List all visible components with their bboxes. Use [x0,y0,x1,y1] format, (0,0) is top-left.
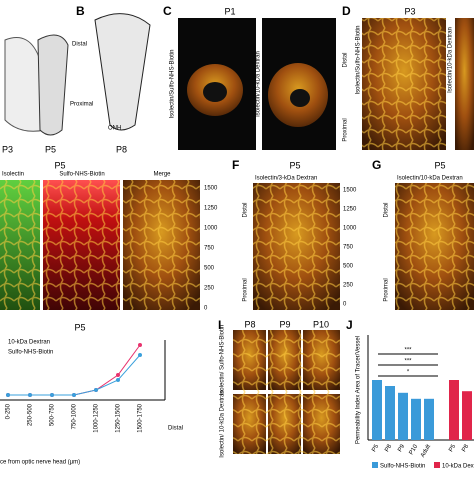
label: P8 [116,144,127,154]
stain-label: Isolectin/10-kDa Dextran [448,27,454,93]
depth-tick: 1000 [343,226,357,232]
depth-tick: 0 [343,302,347,308]
x-tick-label: P8 [461,443,470,453]
stain-label: Isolectin/ Sulfo-NHS-Biotin [220,325,226,396]
legend-label: 10-kDa Dextran [8,340,50,346]
legend-label: 10-kDa Dextran [442,464,474,470]
panel-letter: F [232,158,239,172]
label: P5 [434,160,445,170]
legend-swatch [434,462,440,468]
label: P8 [244,319,255,329]
x-tick-label: 1250-1500 [116,403,122,432]
panel-letter: D [342,4,351,18]
x-tick-label: P10 [409,443,420,456]
label: ce from optic nerve head (µm) [0,460,80,466]
depth-tick: 1250 [343,207,357,213]
depth-tick: 1500 [204,186,218,192]
point [116,373,120,377]
depth-tick: 750 [204,246,215,252]
label: Distal [72,42,87,48]
panel-letter: B [76,4,85,18]
depth-tick: 750 [343,245,354,251]
stain-label: Proximal [343,118,349,141]
label: P9 [279,319,290,329]
label: P5 [74,322,85,332]
panel-letter: G [372,158,381,172]
bar [411,398,421,440]
label: Proximal [70,102,93,108]
label: P5 [54,160,65,170]
point [6,393,10,397]
label: P1 [224,6,235,16]
stain-label: Distal [343,52,349,67]
depth-tick: 1250 [204,206,218,212]
x-tick-label: 1500-1750 [138,403,144,432]
x-tick-label: 0-250 [6,403,12,419]
label: P5 [289,160,300,170]
label: P3 [2,144,13,154]
label: P3 [404,6,415,16]
label: P10 [313,319,329,329]
label: ONH [108,126,121,132]
legend-label: Sulfo-NHS-Biotin [380,464,425,470]
point [138,353,142,357]
stain-label: Isolectin/10-kDa Dextran [256,51,262,117]
point [28,393,32,397]
x-tick-label: Adult [420,444,432,459]
point [94,388,98,392]
stain-label: Distal [384,202,390,217]
panel-letter: I [218,318,221,332]
label: Isolectin/3-kDa Dextran [255,176,317,182]
point [50,393,54,397]
depth-tick: 1500 [343,188,357,194]
panel-letter: C [163,4,172,18]
x-tick-label: 500-750 [50,403,56,426]
label: P5 [45,144,56,154]
stain-label: Isolectin/Sulfo-NHS-Biotin [356,25,362,94]
point [138,343,142,347]
stain-label: Distal [243,202,249,217]
label: Sulfo-NHS-Biotin [59,172,104,178]
label: *** [404,359,412,365]
point [116,378,120,382]
stain-label: Proximal [384,278,390,301]
x-tick-label: 250-500 [28,403,34,426]
bar [372,380,382,440]
depth-tick: 500 [204,266,215,272]
x-tick-label: 750-1000 [72,403,78,429]
label: Merge [153,172,171,178]
label: Isolectin/10-kDa Dextran [397,176,463,182]
depth-tick: 250 [343,283,354,289]
point [72,393,76,397]
bar [462,391,472,440]
axis-title: Permeability Index Area of Tracer/Vessel [356,336,362,444]
bar [424,398,434,440]
depth-tick: 1000 [204,226,218,232]
line-series [8,354,141,396]
stain-label: Proximal [243,278,249,301]
micrographs [0,13,474,454]
label: * [407,370,410,376]
depth-tick: 250 [204,286,215,292]
panel-letter: J [346,318,353,332]
x-tick-label: P8 [384,443,393,453]
stain-label: Isolectin/Sulfo-NHS-Biotin [170,49,176,118]
x-tick-label: 1000-1250 [94,403,100,432]
depth-tick: 0 [204,306,208,312]
legend-label: Sulfo-NHS-Biotin [8,350,53,356]
stain-label: Isolectin/ 10-kDa Dextran [220,390,226,457]
legend-swatch [372,462,378,468]
x-tick-label: P9 [397,443,406,453]
bar [385,386,395,440]
x-tick-label: P5 [448,443,457,453]
label: Distal [168,426,183,432]
label: *** [404,348,412,354]
bar [449,380,459,440]
bar [398,392,408,440]
label: Isolectin [2,172,24,178]
x-tick-label: P5 [371,443,380,453]
depth-tick: 500 [343,264,354,270]
